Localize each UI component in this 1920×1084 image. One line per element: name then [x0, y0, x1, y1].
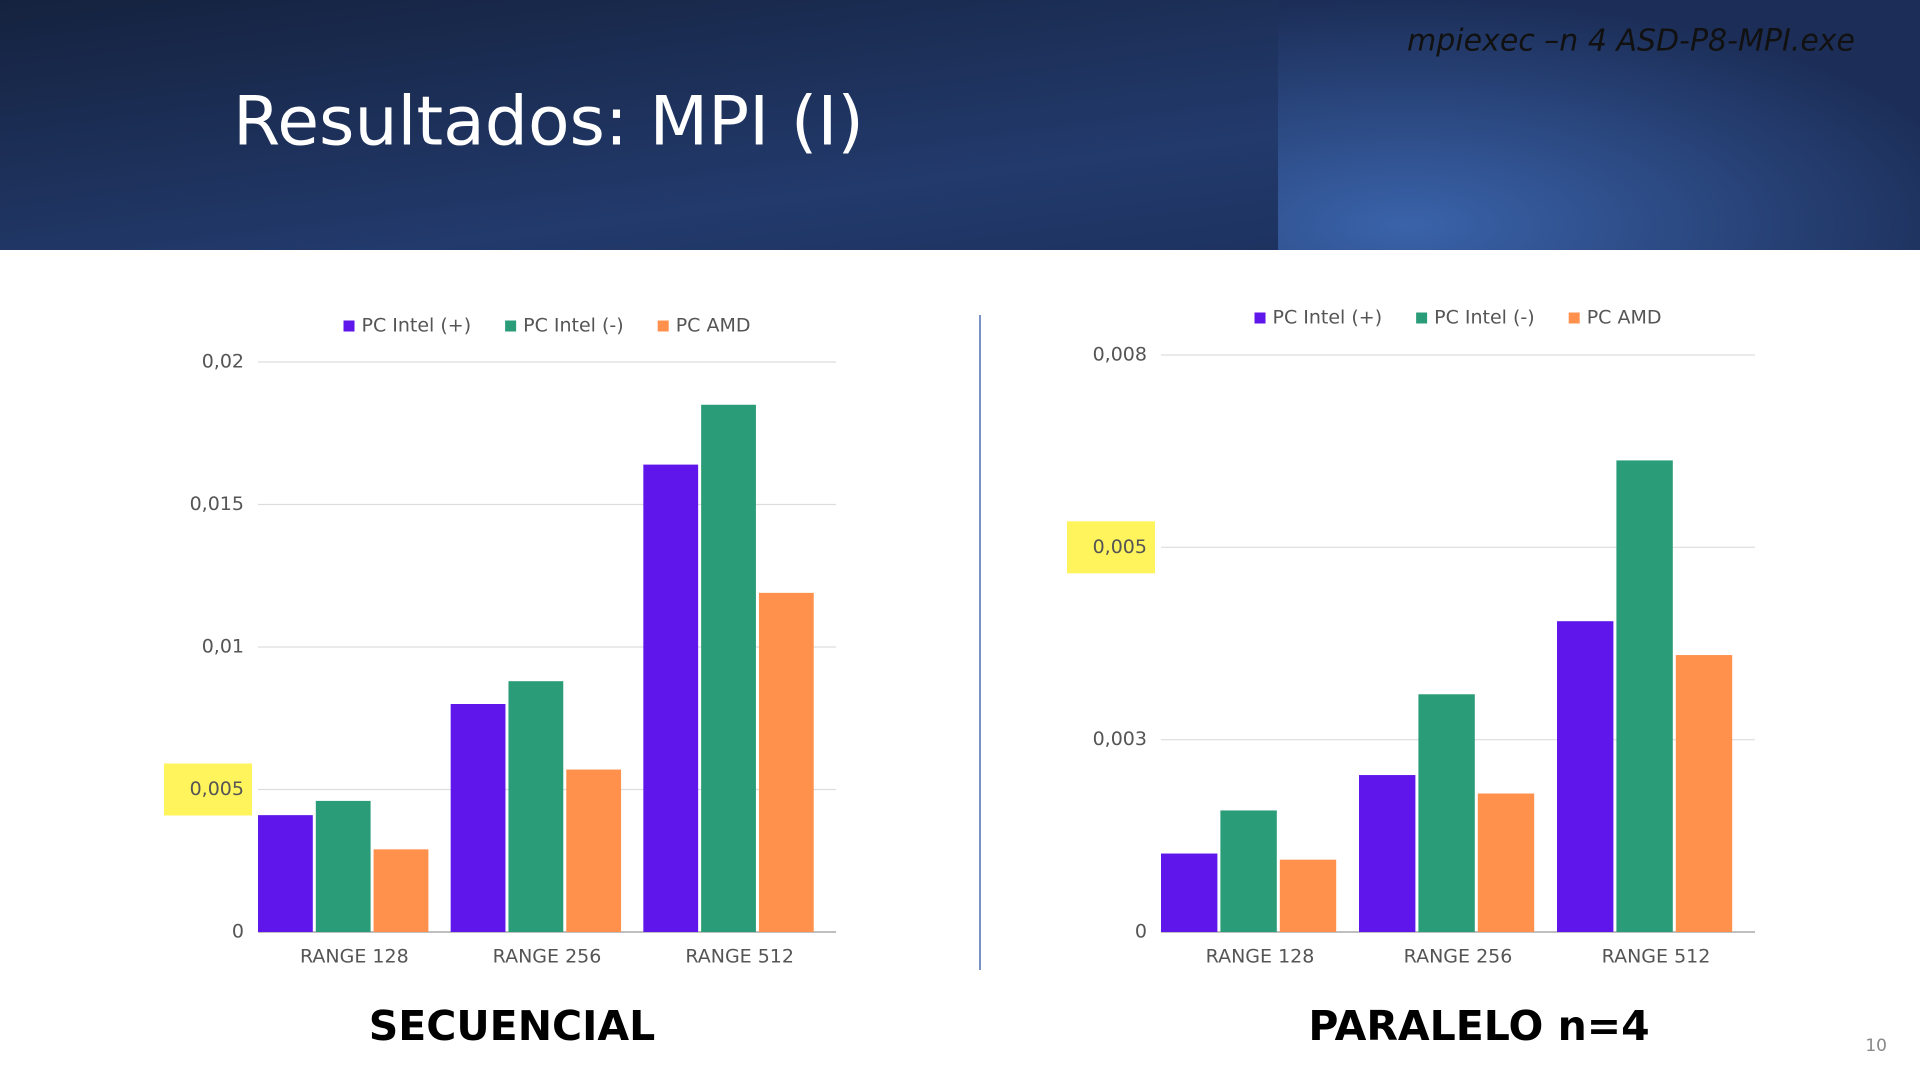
y-tick-label: 0,005	[190, 778, 244, 800]
bar	[450, 704, 506, 932]
bar	[701, 404, 756, 932]
bar	[1477, 793, 1535, 932]
bar	[643, 464, 699, 932]
legend-marker	[1254, 312, 1266, 324]
y-tick-label: 0,01	[202, 636, 244, 658]
bar	[1279, 859, 1337, 932]
bar	[508, 681, 564, 932]
legend-label: PC Intel (-)	[523, 315, 624, 337]
legend-label: PC AMD	[1587, 307, 1662, 329]
y-tick-label: 0	[1135, 921, 1147, 943]
slide-title: Resultados: MPI (I)	[233, 83, 864, 162]
bar	[1557, 621, 1614, 932]
legend-label: PC Intel (+)	[362, 315, 472, 337]
y-tick-label: 0	[232, 921, 244, 943]
legend-label: PC Intel (-)	[1434, 307, 1535, 329]
legend-marker	[657, 320, 669, 332]
command-text: mpiexec –n 4 ASD-P8-MPI.exe	[1407, 24, 1855, 59]
bar	[1418, 694, 1475, 932]
x-tick-label: RANGE 512	[1602, 946, 1711, 968]
y-tick-label: 0,02	[202, 351, 244, 373]
legend-marker	[1416, 312, 1428, 324]
y-tick-label: 0,015	[190, 493, 244, 515]
chart-caption: SECUENCIAL	[369, 1002, 655, 1050]
bar	[373, 849, 429, 932]
x-tick-label: RANGE 128	[300, 946, 409, 968]
header-panel	[1278, 0, 1920, 250]
legend-marker	[1568, 312, 1580, 324]
y-tick-label: 0,008	[1093, 344, 1147, 366]
bar	[315, 800, 371, 932]
y-tick-label: 0,003	[1093, 728, 1147, 750]
legend-marker	[505, 320, 517, 332]
bar	[758, 592, 814, 932]
bar	[1161, 853, 1218, 932]
bar	[1675, 655, 1733, 932]
legend-marker	[343, 320, 355, 332]
page-number: 10	[1865, 1036, 1887, 1056]
bar	[1359, 775, 1416, 932]
y-tick-label: 0,005	[1093, 536, 1147, 558]
bar	[1616, 460, 1673, 932]
bar	[566, 769, 622, 932]
tick-highlight	[164, 763, 252, 816]
chart-caption: PARALELO n=4	[1308, 1002, 1649, 1050]
legend-label: PC Intel (+)	[1273, 307, 1383, 329]
legend-label: PC AMD	[676, 315, 751, 337]
bar	[1220, 810, 1277, 932]
x-tick-label: RANGE 128	[1206, 946, 1315, 968]
x-tick-label: RANGE 256	[493, 946, 602, 968]
tick-highlight	[1067, 521, 1155, 574]
x-tick-label: RANGE 256	[1404, 946, 1513, 968]
bar	[258, 815, 313, 932]
x-tick-label: RANGE 512	[685, 946, 794, 968]
